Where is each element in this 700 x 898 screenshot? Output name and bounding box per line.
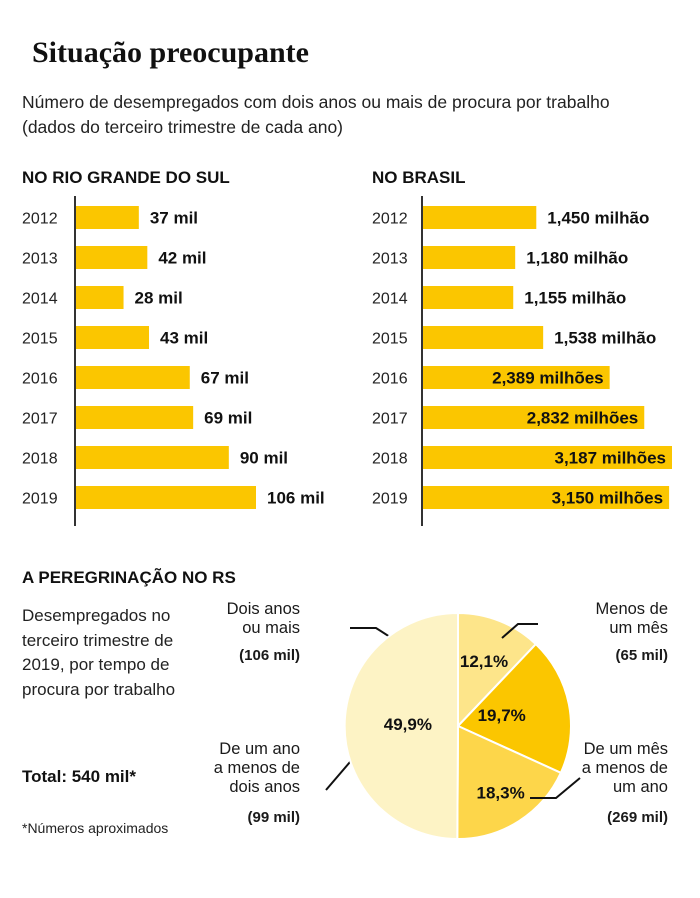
value-label: 1,180 milhão xyxy=(526,249,628,268)
subtitle-line-1: Número de desempregados com dois anos ou… xyxy=(22,92,610,112)
slice-name-label: De um ano xyxy=(219,740,300,758)
footnote: *Números aproximados xyxy=(22,820,169,836)
bar xyxy=(76,246,148,269)
rs-chart-title: NO RIO GRANDE DO SUL xyxy=(22,168,230,187)
leader-line xyxy=(501,623,538,639)
value-label: 2,832 milhões xyxy=(527,409,639,428)
leader-line xyxy=(530,777,581,799)
pie-description: Desempregados no terceiro trimestre de 2… xyxy=(22,606,176,699)
bar xyxy=(423,486,670,509)
slice-count-label: (99 mil) xyxy=(247,809,300,826)
bar xyxy=(423,286,514,309)
subtitle-line-2: (dados do terceiro trimestre de cada ano… xyxy=(22,117,343,137)
slice-name-label: um mês xyxy=(609,619,668,637)
slice-name-label: um ano xyxy=(613,778,668,796)
bar xyxy=(76,366,190,389)
bar xyxy=(76,406,194,429)
slice-name-label: Menos de xyxy=(596,600,668,618)
slice-percent-label: 18,3% xyxy=(476,784,524,803)
slice-name-label: a menos de xyxy=(214,759,300,777)
pie-slice xyxy=(456,724,563,841)
year-label: 2015 xyxy=(372,331,408,348)
bar xyxy=(76,206,139,229)
slice-name-label: dois anos xyxy=(229,778,300,796)
year-label: 2017 xyxy=(22,411,58,428)
year-label: 2013 xyxy=(22,251,58,268)
bar xyxy=(76,486,256,509)
year-label: 2017 xyxy=(372,411,408,428)
slice-percent-label: 19,7% xyxy=(478,706,526,725)
year-label: 2016 xyxy=(372,371,408,388)
year-label: 2016 xyxy=(22,371,58,388)
value-label: 1,450 milhão xyxy=(547,209,649,228)
slice-name-label: ou mais xyxy=(242,619,300,637)
slice-count-label: (65 mil) xyxy=(615,647,668,664)
bar xyxy=(423,246,516,269)
brasil-chart-title: NO BRASIL xyxy=(372,168,466,187)
value-label: 28 mil xyxy=(135,289,183,308)
value-label: 1,538 milhão xyxy=(554,329,656,348)
bar xyxy=(423,366,610,389)
year-label: 2012 xyxy=(22,211,58,228)
slice-name-label: Dois anos xyxy=(227,600,300,618)
year-label: 2014 xyxy=(22,291,58,308)
slice-count-label: (106 mil) xyxy=(239,647,300,664)
bar xyxy=(423,326,544,349)
value-label: 1,155 milhão xyxy=(524,289,626,308)
value-label: 43 mil xyxy=(160,329,208,348)
bar xyxy=(423,406,645,429)
value-label: 37 mil xyxy=(150,209,198,228)
pie-total: Total: 540 mil* xyxy=(22,767,136,786)
value-label: 106 mil xyxy=(267,489,325,508)
bar xyxy=(423,446,672,469)
value-label: 90 mil xyxy=(240,449,288,468)
year-label: 2014 xyxy=(372,291,408,308)
year-label: 2018 xyxy=(22,451,58,468)
bar xyxy=(76,446,229,469)
pie-slice xyxy=(343,611,459,841)
bar xyxy=(423,206,537,229)
brasil-bar-chart: 2012 1,450 milhão 2013 1,180 milhão 2014 1,15… xyxy=(372,196,672,526)
rs-bar-chart: 2012 37 mil 2013 42 mil 2014 28 mil 2015 43 mil… xyxy=(22,196,325,526)
value-label: 42 mil xyxy=(158,249,206,268)
slice-name-label: a menos de xyxy=(582,759,668,777)
value-label: 3,150 milhões xyxy=(552,489,664,508)
pie-slice xyxy=(456,642,572,775)
value-label: 67 mil xyxy=(201,369,249,388)
year-label: 2013 xyxy=(372,251,408,268)
pie-slice xyxy=(457,611,538,729)
bar xyxy=(76,286,124,309)
year-label: 2012 xyxy=(372,211,408,228)
year-label: 2015 xyxy=(22,331,58,348)
year-label: 2019 xyxy=(22,491,58,508)
bar xyxy=(76,326,150,349)
year-label: 2018 xyxy=(372,451,408,468)
slice-percent-label: 12,1% xyxy=(460,652,508,671)
value-label: 3,187 milhões xyxy=(554,449,666,468)
value-label: 2,389 milhões xyxy=(492,369,604,388)
slice-name-label: De um mês xyxy=(584,740,668,758)
pie-section-title: A PEREGRINAÇÃO NO RS xyxy=(22,568,236,587)
page-title: Situação preocupante xyxy=(32,36,309,69)
slice-percent-label: 49,9% xyxy=(384,715,432,734)
slice-count-label: (269 mil) xyxy=(607,809,668,826)
year-label: 2019 xyxy=(372,491,408,508)
value-label: 69 mil xyxy=(204,409,252,428)
